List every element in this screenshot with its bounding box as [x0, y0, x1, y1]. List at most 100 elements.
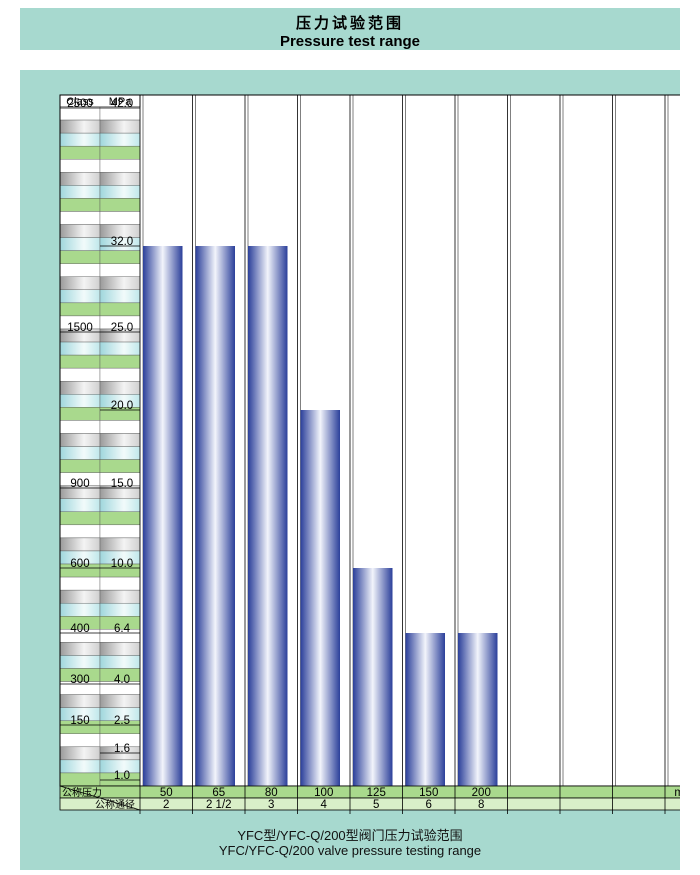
scale-row-mpa	[99, 602, 141, 617]
size-in-row	[59, 797, 680, 811]
class-header: Class	[66, 96, 94, 108]
bar-50	[143, 246, 183, 786]
scale-row-class	[59, 119, 101, 134]
bar-65	[195, 246, 235, 786]
scale-row-mpa	[99, 524, 141, 539]
mpa-tick-label: 2.5	[114, 715, 130, 727]
scale-row-class	[59, 394, 101, 408]
scale-row-class	[59, 642, 101, 656]
class-tick-label: 150	[70, 715, 89, 727]
mpa-tick-label: 32.0	[111, 236, 133, 248]
class-tick-label: 1500	[67, 322, 93, 334]
scale-row-class	[59, 576, 101, 591]
scale-row-mpa	[99, 159, 141, 173]
scale-row-class	[59, 537, 101, 552]
bar-80	[248, 246, 288, 786]
chart-panel: Class MPa 42.0 32.0 25.0 20.0 15.0 10.0 6.4 4.0 2.…	[20, 70, 680, 870]
scale-row-mpa	[99, 511, 141, 526]
scale-row-mpa	[99, 694, 141, 708]
bar-150	[405, 633, 445, 786]
category-mm-label: 150	[419, 787, 438, 799]
row-label-size: 公称通径	[95, 798, 135, 811]
scale-row-class	[59, 511, 101, 526]
scale-row-class	[59, 145, 101, 160]
bar-200	[458, 633, 498, 786]
scale-row-mpa	[99, 119, 141, 134]
category-in-label: 2 1/2	[206, 799, 232, 811]
category-mm-label: 125	[367, 787, 386, 799]
scale-row-mpa	[99, 537, 141, 552]
scale-row-class	[59, 733, 101, 748]
scale-row-class	[59, 341, 101, 356]
scale-row-class	[59, 498, 101, 512]
chart-title-cn: 压力试验范围	[295, 14, 404, 32]
mpa-tick-label: 6.4	[114, 623, 131, 635]
scale-row-mpa	[99, 276, 141, 291]
scale-row-class	[59, 655, 101, 669]
scale-row-class	[59, 289, 101, 304]
bar-125	[353, 568, 393, 786]
scale-row-mpa	[99, 250, 141, 264]
scale-row-mpa	[99, 655, 141, 669]
scale-row-class	[59, 746, 101, 761]
chart-caption: YFC型/YFC-Q/200型阀门压力试验范围 YFC/YFC-Q/200 va…	[0, 828, 700, 858]
mpa-tick-label: 1.0	[114, 770, 130, 782]
scale-row-class	[59, 381, 101, 395]
row-label-pressure: 公称压力	[62, 786, 102, 799]
scale-row-mpa	[99, 302, 141, 317]
scale-row-mpa	[99, 446, 141, 460]
scale-row-class	[59, 524, 101, 539]
scale-row-mpa	[99, 576, 141, 591]
mpa-tick-label: 20.0	[111, 400, 133, 412]
scale-row-mpa	[99, 589, 141, 604]
class-tick-label: 600	[70, 558, 89, 570]
scale-row-class	[59, 772, 101, 787]
category-in-label: 5	[373, 799, 379, 811]
scale-row-mpa	[99, 433, 141, 447]
scale-row-class	[59, 433, 101, 447]
scale-row-mpa	[99, 381, 141, 395]
unit-mm-label: mm	[674, 787, 680, 799]
scale-row-class	[59, 185, 101, 199]
mpa-tick-label: 42.0	[111, 98, 133, 110]
class-tick-label: 2500	[67, 98, 93, 110]
scale-row-class	[59, 237, 101, 251]
scale-row-mpa	[99, 498, 141, 512]
mpa-tick-label: 4.0	[114, 674, 130, 686]
scale-row-mpa	[99, 642, 141, 656]
class-tick-label: 300	[70, 674, 89, 686]
scale-row-class	[59, 132, 101, 147]
scale-row-mpa	[99, 420, 141, 434]
scale-row-class	[59, 407, 101, 421]
scale-row-class	[59, 211, 101, 225]
class-tick-label: 400	[70, 623, 89, 635]
scale-row-mpa	[99, 459, 141, 473]
scale-row-mpa	[99, 198, 141, 212]
scale-row-class	[59, 694, 101, 708]
category-mm-label: 100	[314, 787, 333, 799]
scale-row-class	[59, 159, 101, 173]
scale-row-mpa	[99, 211, 141, 225]
scale-row-mpa	[99, 341, 141, 356]
scale-row-mpa	[99, 354, 141, 369]
scale-row-class	[59, 602, 101, 617]
scale-row-class	[59, 446, 101, 460]
scale-row-class	[59, 172, 101, 186]
chart-title-en: Pressure test range	[279, 33, 421, 50]
title-bar: 压力试验范围 Pressure test range	[20, 8, 680, 50]
scale-row-mpa	[99, 132, 141, 147]
scale-row-mpa	[99, 145, 141, 160]
scale-row-class	[59, 302, 101, 317]
category-mm-label: 50	[160, 787, 173, 799]
bar-100	[300, 410, 340, 786]
scale-row-mpa	[99, 185, 141, 199]
scale-row-class	[59, 276, 101, 291]
scale-row-class	[59, 589, 101, 604]
scale-row-class	[59, 198, 101, 212]
scale-row-class	[59, 224, 101, 238]
caption-cn: YFC型/YFC-Q/200型阀门压力试验范围	[237, 828, 463, 843]
category-mm-label: 200	[472, 787, 491, 799]
mpa-tick-label: 10.0	[111, 558, 133, 570]
scale-row-class	[59, 420, 101, 434]
